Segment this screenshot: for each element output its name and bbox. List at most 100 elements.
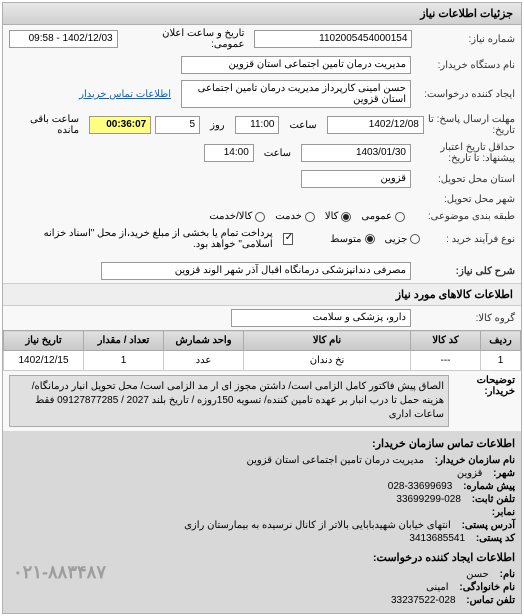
label-buyer-org: نام دستگاه خریدار: [415,60,515,71]
td-unit: عدد [164,351,244,371]
row-delivery-town: شهر محل تحویل: [3,191,521,208]
watermark-phone: ۰۲۱-۸۸۳۴۸۷ [13,562,106,583]
radio-dot-icon [395,212,405,222]
radio-dot-icon [410,234,420,244]
label-request-no: شماره نیاز: [416,34,515,45]
row-validity: حداقل تاریخ اعتبار پیشنهاد: تا تاریخ: 14… [3,139,521,167]
td-name: نخ دندان [244,351,411,371]
label-validity: حداقل تاریخ اعتبار پیشنهاد: تا تاریخ: [415,142,515,164]
row-pack-group: طبقه بندی موضوعی: عمومی کالا خدمت کالا/خ… [3,208,521,225]
label-delivery-city: استان محل تحویل: [415,174,515,185]
label-pay-note: پرداخت تمام یا بخشی از مبلغ خرید،از محل … [9,228,273,250]
td-code: --- [411,351,481,371]
row-item-group: گروه کالا: دارو، پزشکی و سلامت [3,306,521,330]
value-description: الصاق پیش فاکتور کامل الزامی است/ داشتن … [9,375,449,427]
radio-dot-icon [255,212,265,222]
label-contact-fax: تلفن تماس: [466,595,515,606]
section-items-title: اطلاعات کالاهای مورد نیاز [3,283,521,306]
radio-label-general: عمومی [361,211,392,222]
label-fixed-phone: تلفن ثابت: [472,494,515,505]
row-buyer-org: نام دستگاه خریدار: مدیریت درمان تامین اج… [3,53,521,77]
value-postal-addr: انتهای خیابان شهیدبابایی بالاتر از کانال… [184,520,451,531]
label-description: توضیحات خریدار: [455,375,515,427]
value-fixed-phone: 33699299-028 [396,494,461,505]
radio-small[interactable]: جزیی [385,234,421,245]
label-province: شهر: [493,468,515,479]
value-announce-dt: 1402/12/03 - 09:58 [9,30,118,48]
value-last-name: امینی [426,582,449,593]
th-row: ردیف [481,331,521,351]
label-announce-dt: تاریخ و ساعت اعلان عمومی: [122,28,251,50]
panel-title: جزئیات اطلاعات نیاز [3,3,521,25]
value-delivery-city: قزوین [301,170,411,188]
value-time-left: 00:36:07 [89,116,151,134]
contact-block: اطلاعات تماس سازمان خریدار: نام سازمان خ… [3,431,521,613]
label-hour-1: ساعت [283,120,322,131]
value-requester: حسن امینی کارپرداز مدیریت درمان تامین اج… [181,80,411,108]
th-name: نام کالا [244,331,411,351]
label-last-name: نام خانوادگی: [459,582,515,593]
label-time-left: ساعت باقی مانده [9,114,85,136]
label-day: روز [204,120,231,131]
label-requester: ایجاد کننده درخواست: [415,89,515,100]
label-prefix: پیش شماره: [463,481,515,492]
label-item-group: گروه کالا: [415,313,515,324]
label-hour-2: ساعت [258,148,297,159]
row-description: توضیحات خریدار: الصاق پیش فاکتور کامل ال… [3,371,521,431]
link-buyer-contact[interactable]: اطلاعات تماس خریدار [73,89,177,100]
value-request-no: 1102005454000154 [254,30,412,48]
value-deadline-hour: 11:00 [235,116,280,134]
label-pack-group: طبقه بندی موضوعی: [415,211,515,222]
label-fax: نمابر: [492,507,515,518]
radio-label-small: جزیی [385,234,408,245]
th-qty: تعداد / مقدار [84,331,164,351]
radio-general[interactable]: عمومی [361,211,405,222]
label-first-name: نام: [500,569,515,580]
row-gen-need: شرح کلی نیاز: مصرفی دندانپزشکی درمانگاه … [3,259,521,283]
details-panel: جزئیات اطلاعات نیاز شماره نیاز: 11020054… [2,2,522,614]
value-contact-fax: 33237522-028 [391,595,456,606]
radio-goods[interactable]: کالا [325,211,352,222]
value-province: قزوین [457,468,483,479]
th-unit: واحد شمارش [164,331,244,351]
label-postal-code: کد پستی: [476,533,515,544]
value-first-name: حسن [466,569,489,580]
value-item-group: دارو، پزشکی و سلامت [231,309,411,327]
label-gen-need: شرح کلی نیاز: [415,266,515,277]
label-delivery-town: شهر محل تحویل: [415,194,515,205]
table-row[interactable]: 1 --- نخ دندان عدد 1 1402/12/15 [4,351,521,371]
value-deadline-date: 1402/12/08 [327,116,424,134]
table-header-row: ردیف کد کالا نام کالا واحد شمارش تعداد /… [4,331,521,351]
th-code: کد کالا [411,331,481,351]
radio-medium[interactable]: متوسط [330,234,374,245]
value-postal-code: 3413685541 [409,533,465,544]
radio-dot-icon [341,212,351,222]
label-deadline: مهلت ارسال پاسخ: تا تاریخ: [428,114,515,136]
radio-label-goods-service: کالا/خدمت [209,211,252,222]
row-requester: ایجاد کننده درخواست: حسن امینی کارپرداز … [3,77,521,111]
value-validity-hour: 14:00 [204,144,254,162]
value-deadline-day: 5 [155,116,200,134]
radio-dot-icon [365,234,375,244]
row-proc-type: نوع فرآیند خرید : جزیی متوسط پرداخت تمام… [3,225,521,253]
radio-service[interactable]: خدمت [275,211,315,222]
radio-label-goods: کالا [325,211,339,222]
label-proc-type: نوع فرآیند خرید : [430,234,515,245]
value-prefix: 028-33699693 [388,481,453,492]
radio-label-service: خدمت [275,211,302,222]
contact-title: اطلاعات تماس سازمان خریدار: [9,437,515,450]
label-org-name: نام سازمان خریدار: [435,455,515,466]
row-delivery-city: استان محل تحویل: قزوین [3,167,521,191]
radio-goods-service[interactable]: کالا/خدمت [209,211,265,222]
checkbox-pay-note[interactable] [283,233,293,245]
td-need-date: 1402/12/15 [4,351,84,371]
value-gen-need: مصرفی دندانپزشکی درمانگاه اقبال آذر شهر … [101,262,411,280]
td-row: 1 [481,351,521,371]
value-org-name: مدیریت درمان تامین اجتماعی استان قزوین [247,455,424,466]
radio-dot-icon [305,212,315,222]
items-table: ردیف کد کالا نام کالا واحد شمارش تعداد /… [3,330,521,371]
th-need-date: تاریخ نیاز [4,331,84,351]
value-buyer-org: مدیریت درمان تامین اجتماعی استان قزوین [181,56,411,74]
row-deadline: مهلت ارسال پاسخ: تا تاریخ: 1402/12/08 سا… [3,111,521,139]
row-request-no: شماره نیاز: 1102005454000154 تاریخ و ساع… [3,25,521,53]
